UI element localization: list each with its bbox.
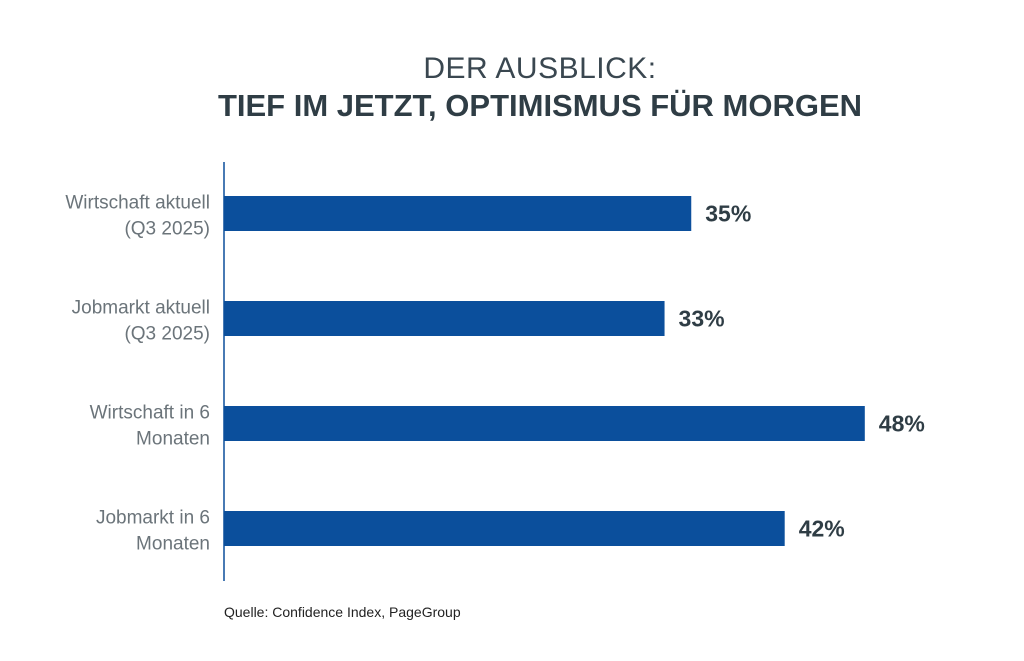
chart-title: DER AUSBLICK: <box>423 52 657 85</box>
category-label: Jobmarkt aktuell <box>72 298 210 319</box>
data-label: 48% <box>879 411 925 437</box>
data-label: 35% <box>705 201 751 227</box>
category-label: Jobmarkt in 6 <box>96 508 210 529</box>
category-label: Monaten <box>136 534 210 555</box>
category-label: Monaten <box>136 429 210 450</box>
bar <box>224 406 865 441</box>
bar <box>224 511 785 546</box>
category-label: (Q3 2025) <box>124 324 210 345</box>
data-label: 42% <box>799 516 845 542</box>
category-label: Wirtschaft in 6 <box>90 403 210 424</box>
data-label: 33% <box>679 306 725 332</box>
category-label: (Q3 2025) <box>124 219 210 240</box>
bar <box>224 196 692 231</box>
bar <box>224 301 665 336</box>
category-label: Wirtschaft aktuell <box>65 193 210 214</box>
source-note: Quelle: Confidence Index, PageGroup <box>224 604 461 620</box>
chart-subtitle: TIEF IM JETZT, OPTIMISMUS FÜR MORGEN <box>217 88 863 123</box>
